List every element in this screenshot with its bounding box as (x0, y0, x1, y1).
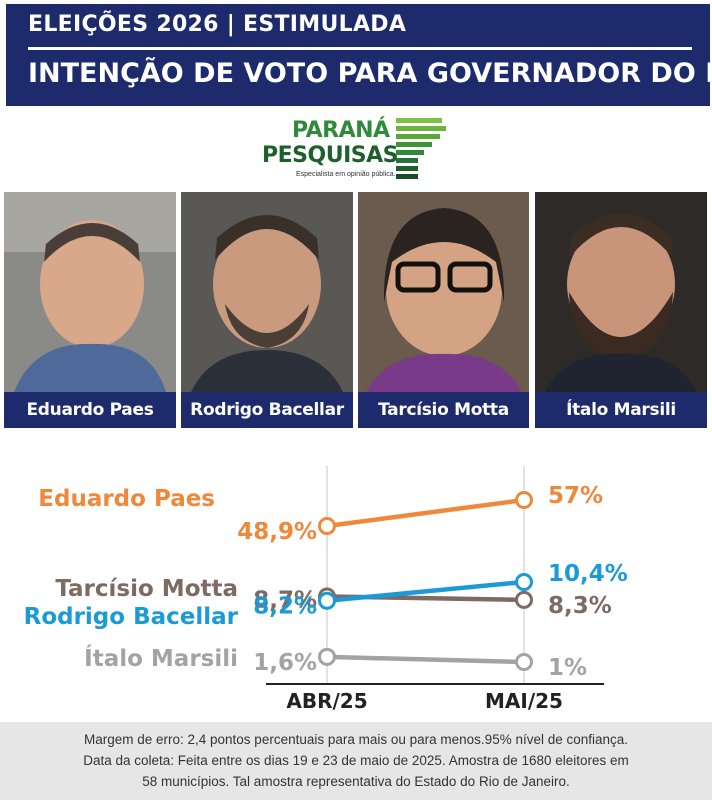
footnote-line: Margem de erro: 2,4 pontos percentuais p… (83, 732, 629, 747)
logo-bar-icon (396, 126, 446, 131)
data-label: 8,7% (253, 587, 317, 613)
series-0: 48,9% 57% Eduardo Paes (38, 483, 603, 545)
data-point (318, 517, 336, 535)
data-label: 8,2% (253, 594, 317, 620)
candidate-name: Ítalo Marsili (535, 392, 707, 428)
data-point (515, 590, 533, 609)
data-point (515, 653, 533, 671)
series-2: 8,2% 10,4% Rodrigo Bacellar (24, 561, 628, 630)
footnote-box: Margem de erro: 2,4 pontos percentuais p… (0, 722, 712, 800)
series-name-label: Ítalo Marsili (84, 644, 238, 672)
data-point (318, 591, 336, 610)
logo-bar-icon (396, 118, 442, 123)
line-chart: ABR/25 MAI/25 48,9% 57% Eduardo Paes 8,7% 8,3… (24, 466, 628, 713)
series-layer: 48,9% 57% Eduardo Paes 8,7% 8,3% Tarcísio Mot… (24, 483, 628, 681)
header-divider (28, 47, 692, 50)
logo-bar-icon (396, 174, 418, 179)
footnote-line: Data da coleta: Feita entre os dias 19 e… (83, 753, 629, 768)
parana-pesquisas-logo: PARANÁ PESQUISAS Especialista em opinião… (262, 116, 452, 184)
logo-word-parana: PARANÁ (292, 118, 390, 143)
data-label: 48,9% (237, 519, 317, 545)
data-label: 1% (548, 655, 587, 681)
data-label: 10,4% (548, 561, 628, 587)
data-label: 8,3% (548, 593, 612, 619)
logo-bar-icon (396, 150, 424, 155)
portrait-icon (4, 192, 176, 392)
candidate-photo-marsili: Ítalo Marsili (535, 192, 707, 428)
data-label: 1,6% (253, 650, 317, 676)
series-line (324, 579, 527, 603)
series-line (324, 497, 527, 529)
logo-bar-icon (396, 134, 440, 139)
logo-bar-icon (396, 166, 418, 171)
x-tick-label: MAI/25 (485, 689, 563, 713)
x-axis: ABR/25 MAI/25 (266, 466, 604, 713)
candidate-name: Tarcísio Motta (358, 392, 529, 428)
page-title: INTENÇÃO DE VOTO PARA GOVERNADOR DO RJ (28, 58, 712, 89)
logo-bar-icon (396, 158, 418, 163)
candidate-name: Rodrigo Bacellar (181, 392, 353, 428)
portrait-icon (535, 192, 707, 392)
data-point (515, 573, 533, 591)
logo-bar-icon (396, 142, 432, 147)
candidate-photo-paes: Eduardo Paes (4, 192, 176, 428)
data-point (318, 647, 336, 666)
header-kicker: ELEIÇÕES 2026 | ESTIMULADA (28, 12, 407, 37)
portrait-icon (181, 192, 353, 392)
series-name-label: Rodrigo Bacellar (24, 604, 239, 630)
header-banner: ELEIÇÕES 2026 | ESTIMULADA INTENÇÃO DE V… (6, 4, 712, 106)
candidate-name: Eduardo Paes (4, 392, 176, 428)
portrait-icon (358, 192, 529, 392)
logo-word-pesquisas: PESQUISAS (262, 143, 398, 168)
footnote-line: 58 municípios. Tal amostra representativ… (142, 774, 570, 789)
candidate-photo-bacellar: Rodrigo Bacellar (181, 192, 353, 428)
series-line (324, 654, 527, 665)
series-3: 1,6% 1% Ítalo Marsili (84, 644, 587, 681)
data-label: 57% (548, 483, 603, 509)
logo-tagline: Especialista em opinião pública. (296, 171, 396, 178)
x-tick-label: ABR/25 (286, 689, 367, 713)
data-point (515, 491, 533, 509)
candidate-photo-motta: Tarcísio Motta (358, 192, 529, 428)
series-name-label: Eduardo Paes (38, 486, 215, 512)
series-name-label: Tarcísio Motta (55, 576, 238, 602)
